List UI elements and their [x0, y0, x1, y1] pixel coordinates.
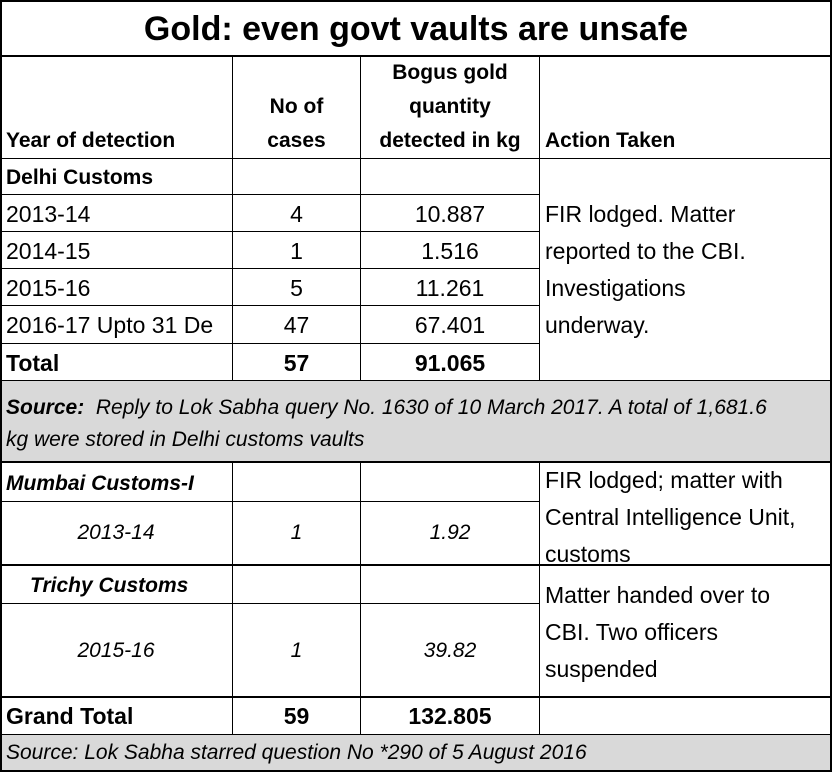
header-quantity-line2: quantity [409, 95, 491, 118]
header-action: Action Taken [545, 124, 825, 158]
delhi-source-note: Source: Reply to Lok Sabha query No. 163… [0, 381, 832, 461]
mumbai-row-year: 2013-14 [77, 521, 155, 544]
mumbai-section-label: Mumbai Customs-I [6, 472, 194, 495]
grid-line [0, 770, 832, 772]
grand-total-quantity: 132.805 [408, 703, 492, 729]
trichy-row-year: 2015-16 [77, 639, 155, 662]
delhi-row-cases: 1 [290, 238, 303, 264]
delhi-row-quantity: 10.887 [414, 201, 486, 227]
mumbai-action-taken: FIR lodged; matter with Central Intellig… [540, 462, 832, 564]
delhi-row-quantity: 67.401 [414, 312, 486, 338]
header-quantity-line1: Bogus gold [392, 61, 508, 84]
grand-total-label: Grand Total [6, 703, 134, 729]
delhi-action-line: underway. [545, 312, 650, 338]
delhi-source-label: Source: [6, 396, 85, 419]
grid-line [0, 55, 832, 57]
delhi-row-quantity: 1.516 [421, 238, 479, 264]
delhi-row-cases: 4 [290, 201, 303, 227]
mumbai-row-quantity: 1.92 [429, 521, 471, 544]
grand-total-cases: 59 [283, 703, 310, 729]
delhi-row-year: 2016-17 Upto 31 De [6, 312, 214, 338]
delhi-source-text: Reply to Lok Sabha query No. 1630 of 10 … [6, 396, 767, 451]
delhi-total-cases: 57 [283, 350, 310, 376]
grid-line [539, 56, 540, 381]
header-year: Year of detection [6, 124, 232, 158]
delhi-total-label: Total [6, 350, 60, 376]
grid-line [539, 462, 540, 735]
mumbai-action-line: customs [545, 541, 631, 564]
grid-line [0, 603, 540, 604]
delhi-action-taken: FIR lodged. Matter reported to the CBI. … [540, 196, 832, 344]
trichy-section-label: Trichy Customs [30, 574, 189, 597]
table-title: Gold: even govt vaults are unsafe [143, 10, 689, 48]
grid-line [232, 462, 233, 735]
header-cases: No of cases [233, 90, 360, 158]
trichy-action-line: CBI. Two officers [545, 619, 718, 645]
grid-line [0, 268, 540, 269]
delhi-action-line: FIR lodged. Matter [545, 201, 736, 227]
grid-line [0, 158, 832, 159]
grid-line [0, 305, 540, 306]
delhi-row-year: 2015-16 [6, 275, 91, 301]
trichy-action-taken: Matter handed over to CBI. Two officers … [540, 577, 832, 695]
grid-line [0, 734, 832, 735]
grid-line [0, 380, 832, 381]
grid-line [232, 56, 233, 381]
header-quantity-line3: detected in kg [379, 129, 521, 152]
grid-line [0, 501, 540, 502]
grid-line [830, 0, 832, 772]
trichy-action-line: suspended [545, 656, 658, 682]
grid-line [360, 462, 361, 735]
delhi-total-quantity: 91.065 [414, 350, 486, 376]
footer-source-note: Source: Lok Sabha starred question No *2… [0, 735, 832, 772]
grid-line [0, 461, 832, 463]
delhi-row-year: 2014-15 [6, 238, 91, 264]
delhi-row-quantity: 11.261 [415, 275, 485, 301]
delhi-action-line: Investigations [545, 275, 686, 301]
header-quantity: Bogus gold quantity detected in kg [361, 56, 539, 158]
header-year-text: Year of detection [6, 129, 176, 152]
delhi-section-label: Delhi Customs [6, 166, 154, 189]
delhi-action-line: reported to the CBI. [545, 238, 746, 264]
grid-line [0, 194, 540, 195]
grid-line [0, 0, 2, 772]
trichy-row-quantity: 39.82 [423, 639, 477, 662]
delhi-row-cases: 5 [290, 275, 303, 301]
mumbai-action-line: FIR lodged; matter with [545, 467, 783, 493]
delhi-row-cases: 47 [283, 312, 310, 338]
mumbai-row-cases: 1 [290, 521, 303, 544]
grid-line [0, 696, 832, 698]
header-cases-line1: No of [269, 95, 324, 118]
grid-line [0, 231, 540, 232]
header-action-text: Action Taken [545, 129, 676, 152]
grid-line [0, 0, 832, 2]
grid-line [0, 564, 832, 566]
delhi-row-year: 2013-14 [6, 201, 91, 227]
header-cases-line2: cases [267, 129, 326, 152]
grid-line [0, 343, 540, 344]
grid-line [360, 56, 361, 381]
mumbai-action-line: Central Intelligence Unit, [545, 504, 796, 530]
trichy-action-line: Matter handed over to [545, 582, 771, 608]
trichy-row-cases: 1 [290, 639, 303, 662]
